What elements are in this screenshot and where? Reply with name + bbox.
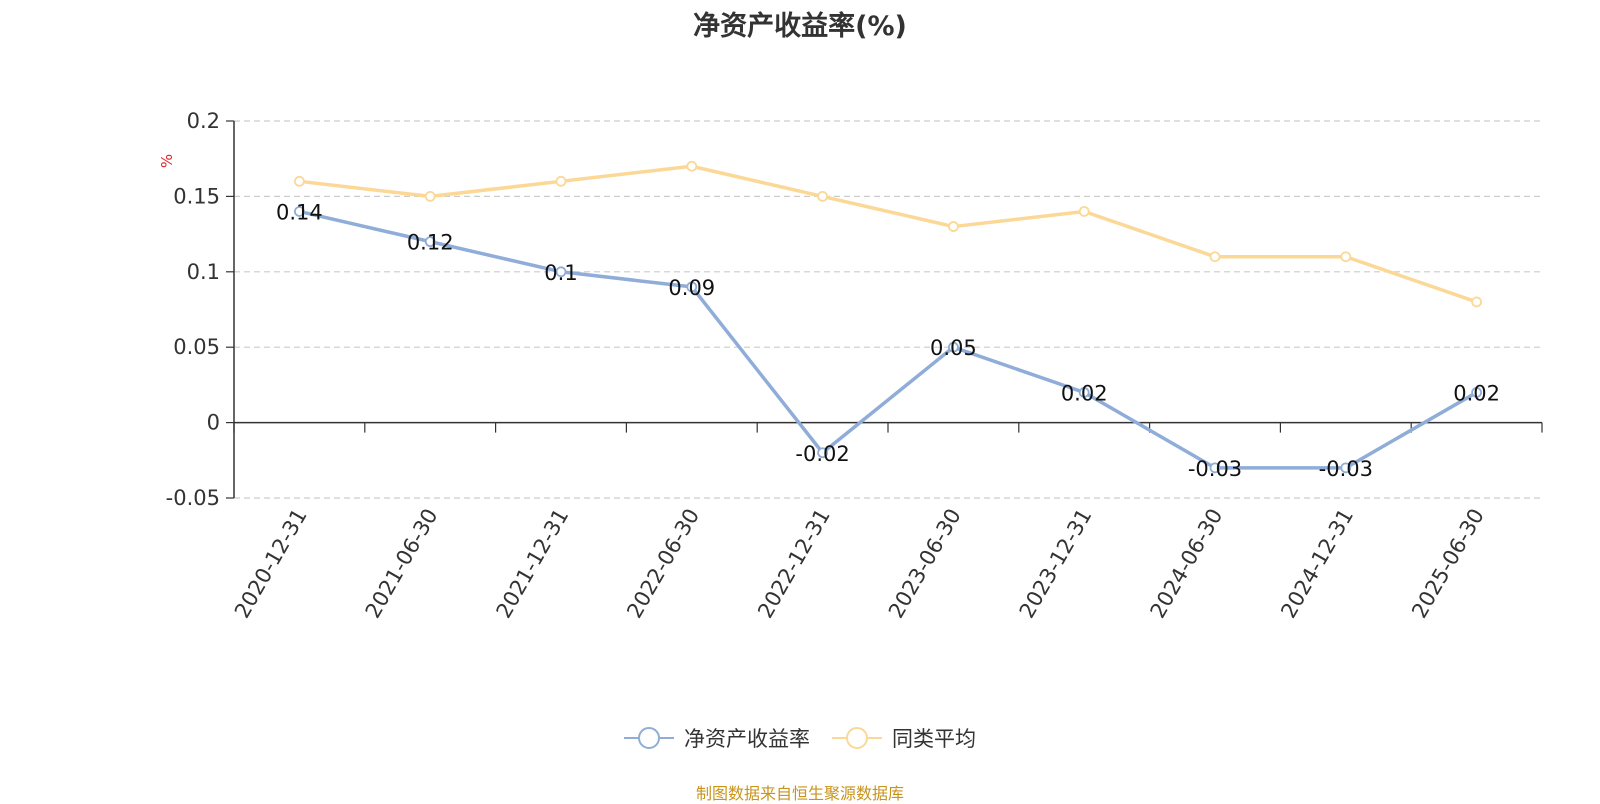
series-line-roe <box>299 209 1478 470</box>
data-point-peer-average <box>817 190 828 202</box>
data-label: 0.14 <box>276 200 323 224</box>
data-label: 0.02 <box>1061 381 1108 405</box>
chart-title: 净资产收益率(%) <box>693 11 907 42</box>
data-point-roe <box>1078 387 1090 398</box>
data-point-roe <box>1340 462 1352 474</box>
data-point-roe <box>555 266 567 278</box>
x-tick-label: 2021-06-30 <box>361 505 443 623</box>
data-point-peer-average <box>1209 251 1221 263</box>
y-tick-label: 0.2 <box>187 109 220 133</box>
legend-item-roe[interactable]: 净资产收益率 <box>624 723 810 753</box>
x-tick-label: 2022-06-30 <box>622 505 704 623</box>
x-tick-label: 2024-12-31 <box>1276 505 1358 623</box>
data-label: 0.12 <box>407 231 454 255</box>
legend-item-peer-average[interactable]: 同类平均 <box>832 723 976 753</box>
x-tick-label: 2023-06-30 <box>884 505 966 623</box>
legend-line-circle-icon <box>832 727 882 749</box>
legend-label-roe: 净资产收益率 <box>684 727 810 751</box>
data-point-peer-average <box>1078 206 1090 217</box>
line-chart: 0.2 0.15 0.1 0.05 0 -0.05 2020-12-31 2021-06-30… <box>166 109 1543 623</box>
legend-line-circle-icon <box>624 727 674 749</box>
data-point-roe <box>1471 387 1482 398</box>
data-point-roe <box>817 447 828 459</box>
data-label: 0.05 <box>930 336 977 360</box>
data-point-peer-average <box>424 190 436 202</box>
data-label: 0.1 <box>544 261 577 285</box>
y-tick-label: 0.1 <box>187 260 220 284</box>
y-tick-label: 0.05 <box>173 335 220 359</box>
data-source-note: 制图数据来自恒生聚源数据库 <box>695 784 904 803</box>
legend: 净资产收益率 同类平均 <box>0 723 1600 753</box>
data-label: 0.02 <box>1453 381 1500 405</box>
x-tick-label: 2022-12-31 <box>753 505 835 623</box>
data-point-roe <box>424 236 436 248</box>
data-point-roe <box>293 206 305 217</box>
y-tick-label: 0 <box>207 411 220 435</box>
x-tick-label: 2020-12-31 <box>230 505 312 623</box>
data-label: 0.09 <box>668 276 715 300</box>
y-tick-label: 0.15 <box>173 184 220 208</box>
data-point-peer-average <box>948 221 959 232</box>
data-point-roe <box>948 341 959 353</box>
legend-label-peer-average: 同类平均 <box>892 727 976 751</box>
series-line-peer-average <box>299 164 1478 304</box>
data-point-roe <box>686 281 698 293</box>
data-point-peer-average <box>293 175 305 187</box>
data-label: -0.02 <box>795 442 849 466</box>
y-tick-label: -0.05 <box>166 486 220 510</box>
data-point-roe <box>1209 462 1221 474</box>
data-label: -0.03 <box>1188 457 1242 481</box>
data-point-peer-average <box>555 175 567 187</box>
data-label: -0.03 <box>1319 457 1373 481</box>
x-tick-label: 2023-12-31 <box>1015 505 1097 623</box>
x-tick-label: 2024-06-30 <box>1146 505 1228 623</box>
x-tick-label: 2025-06-30 <box>1407 505 1489 623</box>
data-point-peer-average <box>1471 296 1482 308</box>
data-point-peer-average <box>686 160 698 172</box>
data-point-peer-average <box>1340 251 1352 263</box>
x-tick-label: 2021-12-31 <box>492 505 574 623</box>
